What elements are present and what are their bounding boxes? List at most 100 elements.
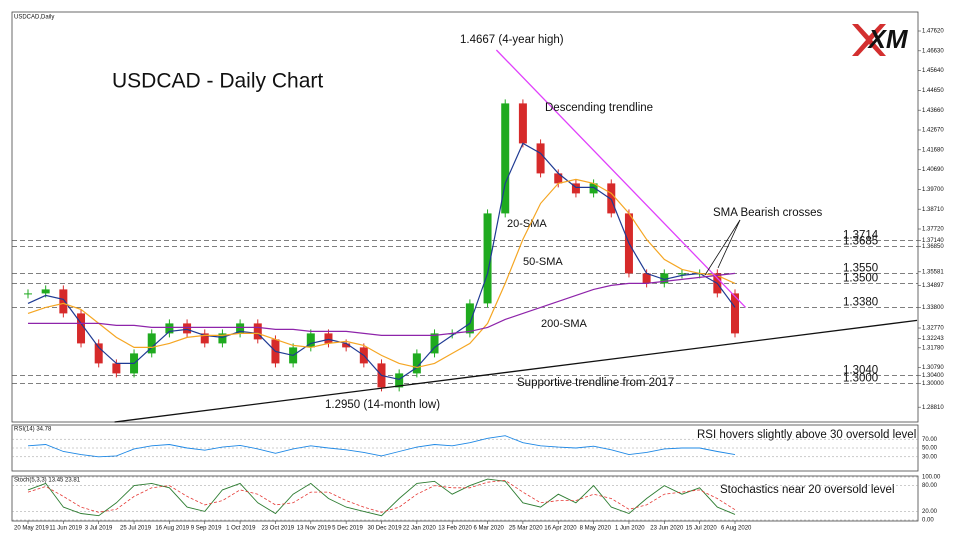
level-label: 1.3040 [843,364,878,376]
annotation: 1.4667 (4-year high) [460,34,564,46]
candle [607,183,616,214]
x-tick-label: 25 Jul 2019 [120,526,152,532]
stoch-note: Stochastics near 20 oversold level [720,484,895,496]
candle [518,103,527,144]
candle [677,273,686,275]
y-tick-label: 1.31780 [922,345,944,351]
x-tick-label: 30 Dec 2019 [368,526,403,532]
x-tick-label: 8 May 2020 [580,526,612,532]
sma-label: 20-SMA [507,218,547,230]
candle [200,333,209,344]
candle [465,303,474,334]
annotation: 1.2950 (14-month low) [325,399,440,411]
candle [554,173,563,184]
y-tick-label: 1.36850 [922,244,944,250]
candle [731,293,739,334]
candle [94,343,103,364]
candle [642,273,651,284]
candle [236,323,245,334]
x-tick-label: 1 Oct 2019 [226,526,256,532]
x-tick-label: 16 Apr 2020 [544,526,577,532]
y-tick-label: 1.37140 [922,238,944,244]
stoch-tick-label: 20.00 [922,509,938,515]
y-tick-label: 1.28810 [922,405,944,411]
x-tick-label: 5 Dec 2019 [332,526,363,532]
trendline-label: Descending trendline [545,102,653,114]
main-panel [11,11,919,423]
sma-line [27,142,736,381]
y-tick-label: 1.45640 [922,68,944,74]
y-tick-label: 1.46630 [922,48,944,54]
candle [660,273,669,284]
candle [571,183,580,194]
logo-text: XM [867,24,909,54]
x-tick-label: 23 Oct 2019 [261,526,294,532]
x-tick-label: 15 Jul 2020 [686,526,718,532]
candle [430,333,439,354]
x-tick-label: 6 Mar 2020 [474,526,505,532]
y-tick-label: 1.35581 [922,269,944,275]
candle [183,323,192,334]
x-tick-label: 25 Mar 2020 [509,526,543,532]
trendline [114,319,918,423]
candle [147,333,156,354]
y-tick-label: 1.42670 [922,128,944,134]
x-tick-label: 20 May 2019 [14,526,49,532]
x-tick-label: 3 Jul 2019 [85,526,113,532]
logo: XM [848,20,910,60]
candle [77,313,86,344]
y-tick-label: 1.41680 [922,147,944,153]
candle [112,363,121,374]
x-tick-label: 9 Sep 2019 [191,526,222,532]
candle [342,343,351,348]
rsi-tick-label: 50.00 [922,446,938,452]
stoch-tick-label: 0.00 [922,518,934,524]
y-tick-label: 1.47620 [922,29,944,35]
logo-mark [852,24,886,56]
level-label: 1.3500 [843,272,878,284]
sma-label: 200-SMA [541,318,588,330]
level-label: 1.3714 [843,230,879,242]
y-tick-label: 1.30400 [922,373,944,379]
sma-label: 50-SMA [523,256,563,268]
stoch-line [27,479,736,513]
rsi-label: RSI(14) 34.78 [14,427,52,433]
rsi-tick-label: 30.00 [922,454,938,460]
level-label: 1.3380 [843,296,878,308]
stoch-panel [11,475,919,522]
pointer [717,219,741,269]
candle [59,289,68,314]
candle [253,323,262,340]
pointer [704,219,741,276]
chart-title: USDCAD - Daily Chart [112,70,323,93]
sma-line [27,178,736,369]
y-tick-label: 1.39700 [922,187,944,193]
y-tick-label: 1.34897 [922,283,944,289]
candle [412,353,421,374]
stoch-label: Stoch(5,3,3) 13.45 23.81 [14,478,81,484]
level-label: 1.3685 [843,235,878,247]
x-tick-label: 23 Jun 2020 [650,526,684,532]
y-tick-label: 1.30000 [922,381,944,387]
x-tick-label: 1 Jun 2020 [615,526,645,532]
annotation: SMA Bearish crosses [713,207,823,219]
rsi-line [27,435,736,458]
x-tick-label: 13 Nov 2019 [297,526,332,532]
candle [218,333,227,344]
sma-line [28,272,736,336]
trendline [495,49,747,308]
trendline-label: Supportive trendline from 2017 [517,377,674,389]
candle [589,183,598,194]
candle [41,289,50,294]
stoch-tick-label: 80.00 [922,483,938,489]
stoch-tick-label: 100.00 [922,475,941,481]
y-tick-label: 1.43660 [922,108,944,114]
y-tick-label: 1.40690 [922,167,944,173]
x-tick-label: 13 Feb 2020 [438,526,472,532]
y-tick-label: 1.38710 [922,207,944,213]
candle [24,293,32,295]
candle [536,143,545,174]
candle [324,333,333,344]
